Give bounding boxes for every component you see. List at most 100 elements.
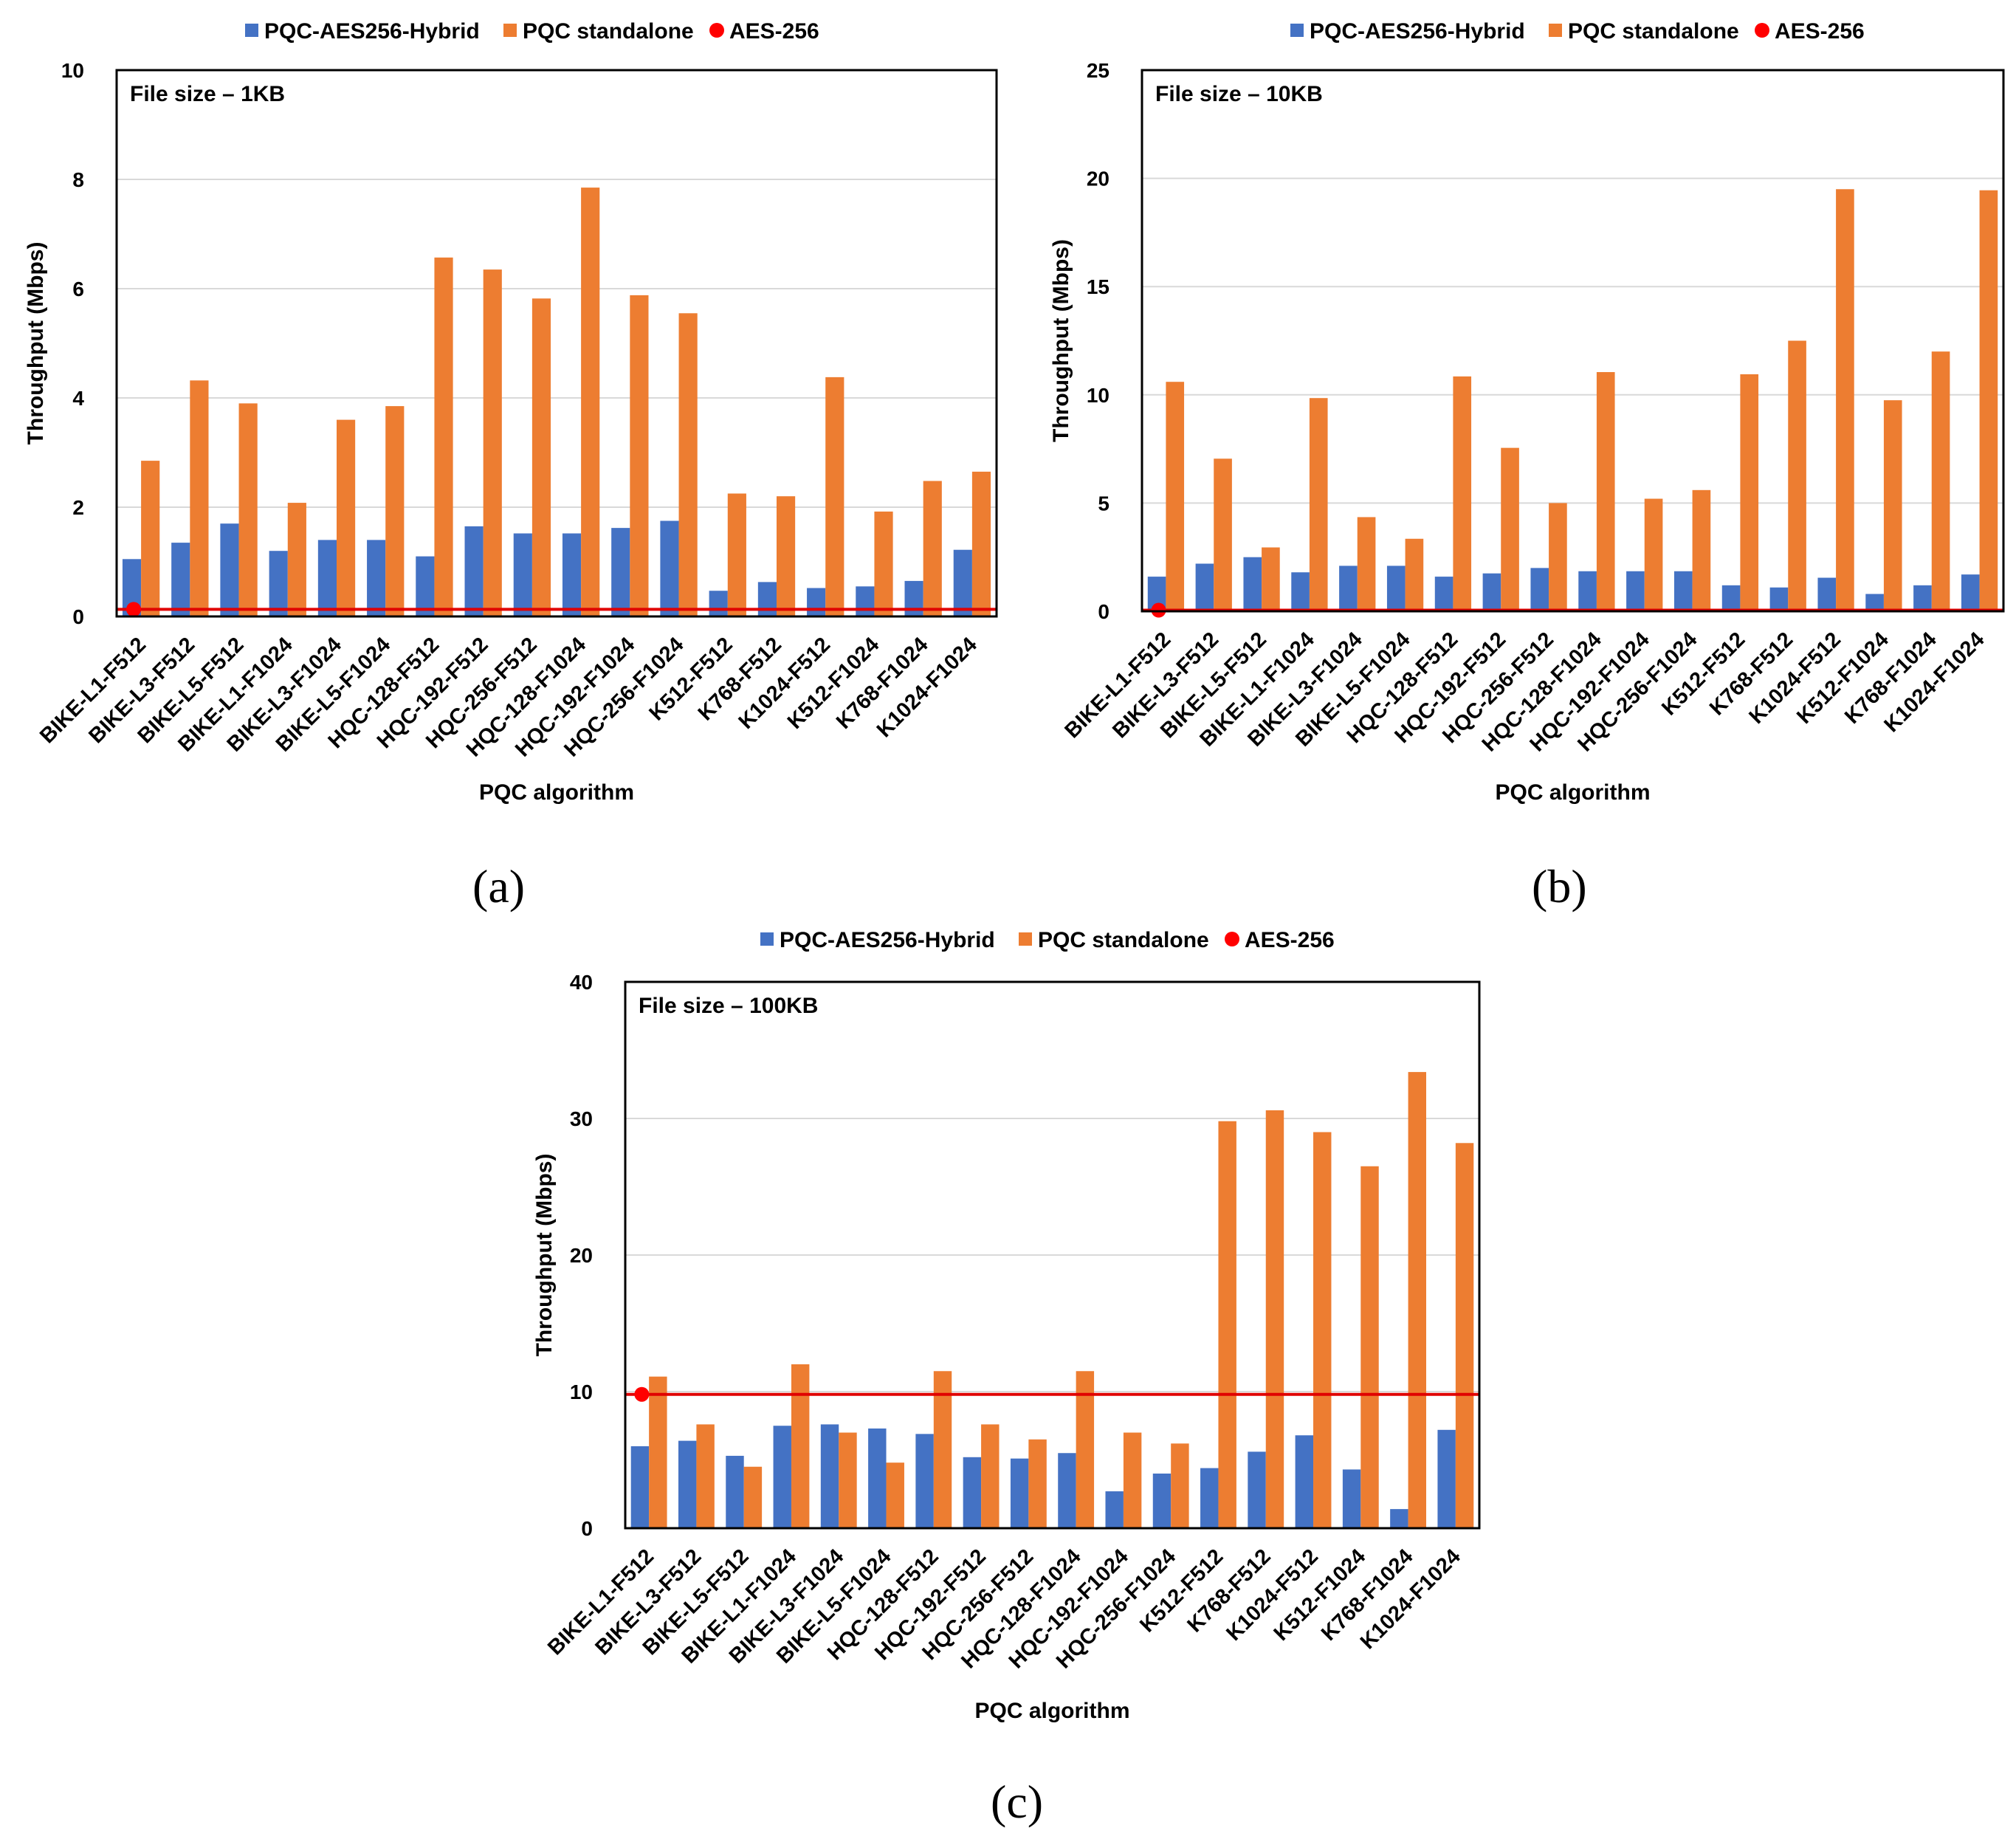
bar-hybrid: [904, 580, 923, 616]
bar-hybrid: [1769, 587, 1789, 611]
y-tick-label: 15: [1087, 275, 1110, 298]
bar-hybrid: [1673, 571, 1693, 611]
legend-swatch-hybrid: [760, 932, 774, 946]
y-tick-label: 10: [1087, 384, 1110, 407]
bar-hybrid: [464, 526, 484, 616]
bar-standalone: [981, 1424, 1000, 1528]
bar-hybrid: [1152, 1474, 1172, 1528]
bar-standalone: [1596, 372, 1615, 611]
plot-frame: [624, 980, 1481, 1530]
bar-standalone: [141, 461, 160, 616]
legend-swatch-hybrid: [1290, 24, 1304, 37]
bar-hybrid: [1578, 571, 1597, 611]
bar-standalone: [649, 1376, 667, 1528]
bar-hybrid: [611, 528, 630, 616]
legend-label: AES-256: [1245, 928, 1335, 952]
y-tick-label: 5: [1098, 492, 1110, 515]
legend: PQC-AES256-Hybrid PQC standalone AES-256: [245, 19, 819, 44]
panel-label: (a): [472, 860, 525, 912]
chart-panel-1: 0246810BIKE-L1-F512BIKE-L3-F512BIKE-L5-F…: [24, 19, 998, 912]
bar-hybrid: [1913, 585, 1932, 611]
bar-hybrid: [1058, 1453, 1076, 1528]
y-tick-label: 2: [72, 496, 84, 519]
y-tick-label: 20: [570, 1244, 593, 1267]
bar-standalone: [777, 496, 796, 616]
bar-standalone: [874, 511, 893, 616]
y-tick-label: 8: [72, 168, 84, 191]
file-size-annotation: File size – 10KB: [1155, 82, 1323, 106]
bar-standalone: [825, 377, 844, 616]
bar-hybrid: [630, 1446, 650, 1528]
bar-hybrid: [367, 540, 386, 616]
bar-standalone: [1408, 1072, 1427, 1528]
y-tick-label: 40: [570, 971, 593, 994]
bar-standalone: [238, 403, 258, 616]
bar-standalone: [1214, 458, 1232, 611]
bar-standalone: [581, 188, 600, 617]
bar-hybrid: [416, 556, 435, 616]
bar-hybrid: [1195, 563, 1214, 611]
bar-standalone: [1836, 189, 1854, 611]
bar-hybrid: [1437, 1429, 1456, 1528]
y-tick-label: 10: [570, 1381, 593, 1403]
bar-standalone: [1262, 547, 1280, 611]
bar-standalone: [1455, 1143, 1474, 1528]
bar-standalone: [727, 493, 746, 616]
bar-hybrid: [513, 533, 532, 616]
bar-standalone: [886, 1462, 904, 1528]
bar-hybrid: [1243, 557, 1262, 611]
bar-hybrid: [953, 549, 972, 616]
bar-standalone: [971, 471, 991, 616]
bar-standalone: [1931, 351, 1950, 611]
bar-standalone: [385, 406, 405, 616]
legend-label: PQC standalone: [1568, 19, 1739, 44]
bar-hybrid: [269, 551, 288, 616]
bar-hybrid: [856, 586, 875, 616]
bar-standalone: [1076, 1371, 1095, 1528]
bar-standalone: [531, 298, 551, 616]
bar-hybrid: [807, 588, 826, 616]
bar-hybrid: [820, 1424, 839, 1528]
bar-standalone: [933, 1371, 952, 1528]
bar-hybrid: [868, 1428, 887, 1528]
bar-hybrid: [915, 1434, 934, 1528]
bar-standalone: [1883, 400, 1902, 611]
bar-hybrid: [1817, 577, 1837, 611]
bar-hybrid: [660, 520, 679, 616]
legend-swatch-standalone: [1549, 24, 1562, 37]
x-axis-title: PQC algorithm: [479, 780, 634, 805]
bar-hybrid: [171, 543, 190, 616]
bar-hybrid: [1291, 572, 1310, 611]
aes256-marker: [126, 602, 142, 617]
bar-standalone: [1028, 1439, 1047, 1528]
legend-label: PQC-AES256-Hybrid: [780, 928, 995, 952]
chart-panel-2: 0510152025BIKE-L1-F512BIKE-L3-F512BIKE-L…: [1049, 19, 2005, 912]
y-axis-title: Throughput (Mbps): [24, 242, 48, 445]
y-tick-label: 0: [72, 605, 84, 628]
y-tick-label: 4: [72, 387, 84, 410]
panel-label: (c): [991, 1776, 1043, 1828]
bar-hybrid: [963, 1457, 982, 1528]
bar-standalone: [1123, 1432, 1142, 1528]
legend-label: PQC-AES256-Hybrid: [264, 19, 480, 44]
bar-standalone: [434, 257, 453, 616]
bar-standalone: [1644, 498, 1663, 611]
legend-label: PQC standalone: [1038, 928, 1209, 952]
bar-hybrid: [1390, 1509, 1408, 1528]
bar-hybrid: [678, 1440, 697, 1528]
bar-standalone: [1692, 489, 1711, 611]
bar-hybrid: [757, 582, 777, 616]
plot-frame: [1141, 69, 2005, 613]
bar-standalone: [1357, 517, 1376, 611]
bar-hybrid: [726, 1455, 744, 1528]
bar-hybrid: [1961, 574, 1980, 611]
bar-standalone: [1313, 1132, 1332, 1528]
plot-frame: [115, 69, 998, 618]
y-tick-label: 30: [570, 1107, 593, 1130]
bar-hybrid: [1626, 571, 1645, 611]
y-tick-label: 0: [581, 1517, 593, 1540]
bar-hybrid: [1200, 1468, 1219, 1528]
bar-standalone: [791, 1364, 810, 1528]
